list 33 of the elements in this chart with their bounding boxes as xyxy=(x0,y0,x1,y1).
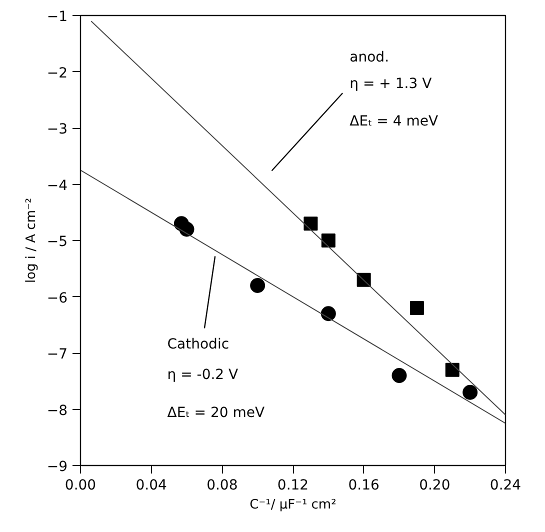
point xyxy=(304,216,318,231)
x-tick-label: 0.16 xyxy=(348,478,380,494)
y-axis-title: log i / A cm⁻² xyxy=(24,198,39,284)
x-tick-label: 0.08 xyxy=(206,478,238,494)
point xyxy=(410,301,424,315)
annotation: η = + 1.3 V xyxy=(350,76,432,92)
annotation: Cathodic xyxy=(167,336,230,353)
x-axis-title: C⁻¹/ μF⁻¹ cm² xyxy=(250,498,336,512)
x-tick-label: 0.20 xyxy=(419,478,450,494)
point xyxy=(321,234,336,248)
y-tick-label: −5 xyxy=(46,234,68,250)
annotation: ΔEₜ = 20 meV xyxy=(167,405,265,422)
point xyxy=(179,222,194,237)
x-tick-label: 0.04 xyxy=(136,478,168,494)
x-tick-label: 0.00 xyxy=(64,478,96,494)
y-tick-label: −3 xyxy=(46,122,68,138)
y-tick-label: −8 xyxy=(46,402,68,419)
y-tick-label: −9 xyxy=(46,459,68,475)
y-tick-label: −4 xyxy=(46,178,68,194)
point xyxy=(462,384,478,400)
point xyxy=(250,278,266,293)
x-tick-label: 0.24 xyxy=(490,478,522,494)
annotation: anod. xyxy=(350,50,390,66)
point xyxy=(445,362,460,377)
y-tick-label: −7 xyxy=(46,346,68,362)
x-tick-label: 0.12 xyxy=(277,478,309,494)
point xyxy=(392,368,407,383)
y-tick-label: −6 xyxy=(46,290,68,306)
y-tick-label: −1 xyxy=(46,9,68,25)
point xyxy=(320,306,336,322)
annotation: η = -0.2 V xyxy=(167,366,239,383)
y-tick-label: −2 xyxy=(46,65,68,82)
annotation: ΔEₜ = 4 meV xyxy=(350,113,438,130)
